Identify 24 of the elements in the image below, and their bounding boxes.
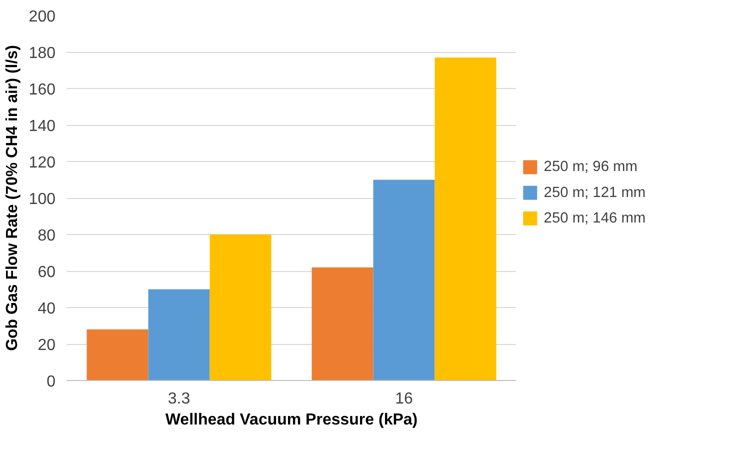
y-tick-label: 20 — [38, 337, 56, 354]
y-tick-label: 160 — [28, 82, 56, 98]
y-tick-label: 120 — [28, 154, 56, 172]
x-tick-label: 16 — [395, 390, 413, 408]
bar — [86, 329, 148, 380]
legend-label: 250 m; 146 mm — [544, 210, 646, 226]
y-tick-label: 0 — [46, 374, 56, 390]
bar — [434, 57, 496, 380]
y-tick-label: 60 — [38, 264, 56, 281]
bar — [312, 267, 374, 380]
y-tick-label: 40 — [38, 300, 56, 318]
legend-label: 250 m; 121 mm — [544, 184, 646, 201]
x-tick-label: 3.3 — [168, 390, 190, 408]
y-tick-label: 200 — [28, 8, 56, 26]
y-axis-title: Gob Gas Flow Rate (70% CH4 in air) (l/s) — [4, 45, 21, 351]
y-tick-label: 140 — [28, 118, 56, 135]
bar — [373, 180, 435, 380]
y-tick-label: 80 — [38, 228, 56, 244]
y-tick-label: 180 — [28, 45, 56, 62]
x-axis-title: Wellhead Vacuum Pressure (kPa) — [165, 412, 418, 428]
bar — [210, 234, 272, 380]
y-tick-label: 100 — [28, 191, 56, 208]
legend-label: 250 m; 96 mm — [544, 159, 638, 176]
bar — [148, 289, 210, 380]
